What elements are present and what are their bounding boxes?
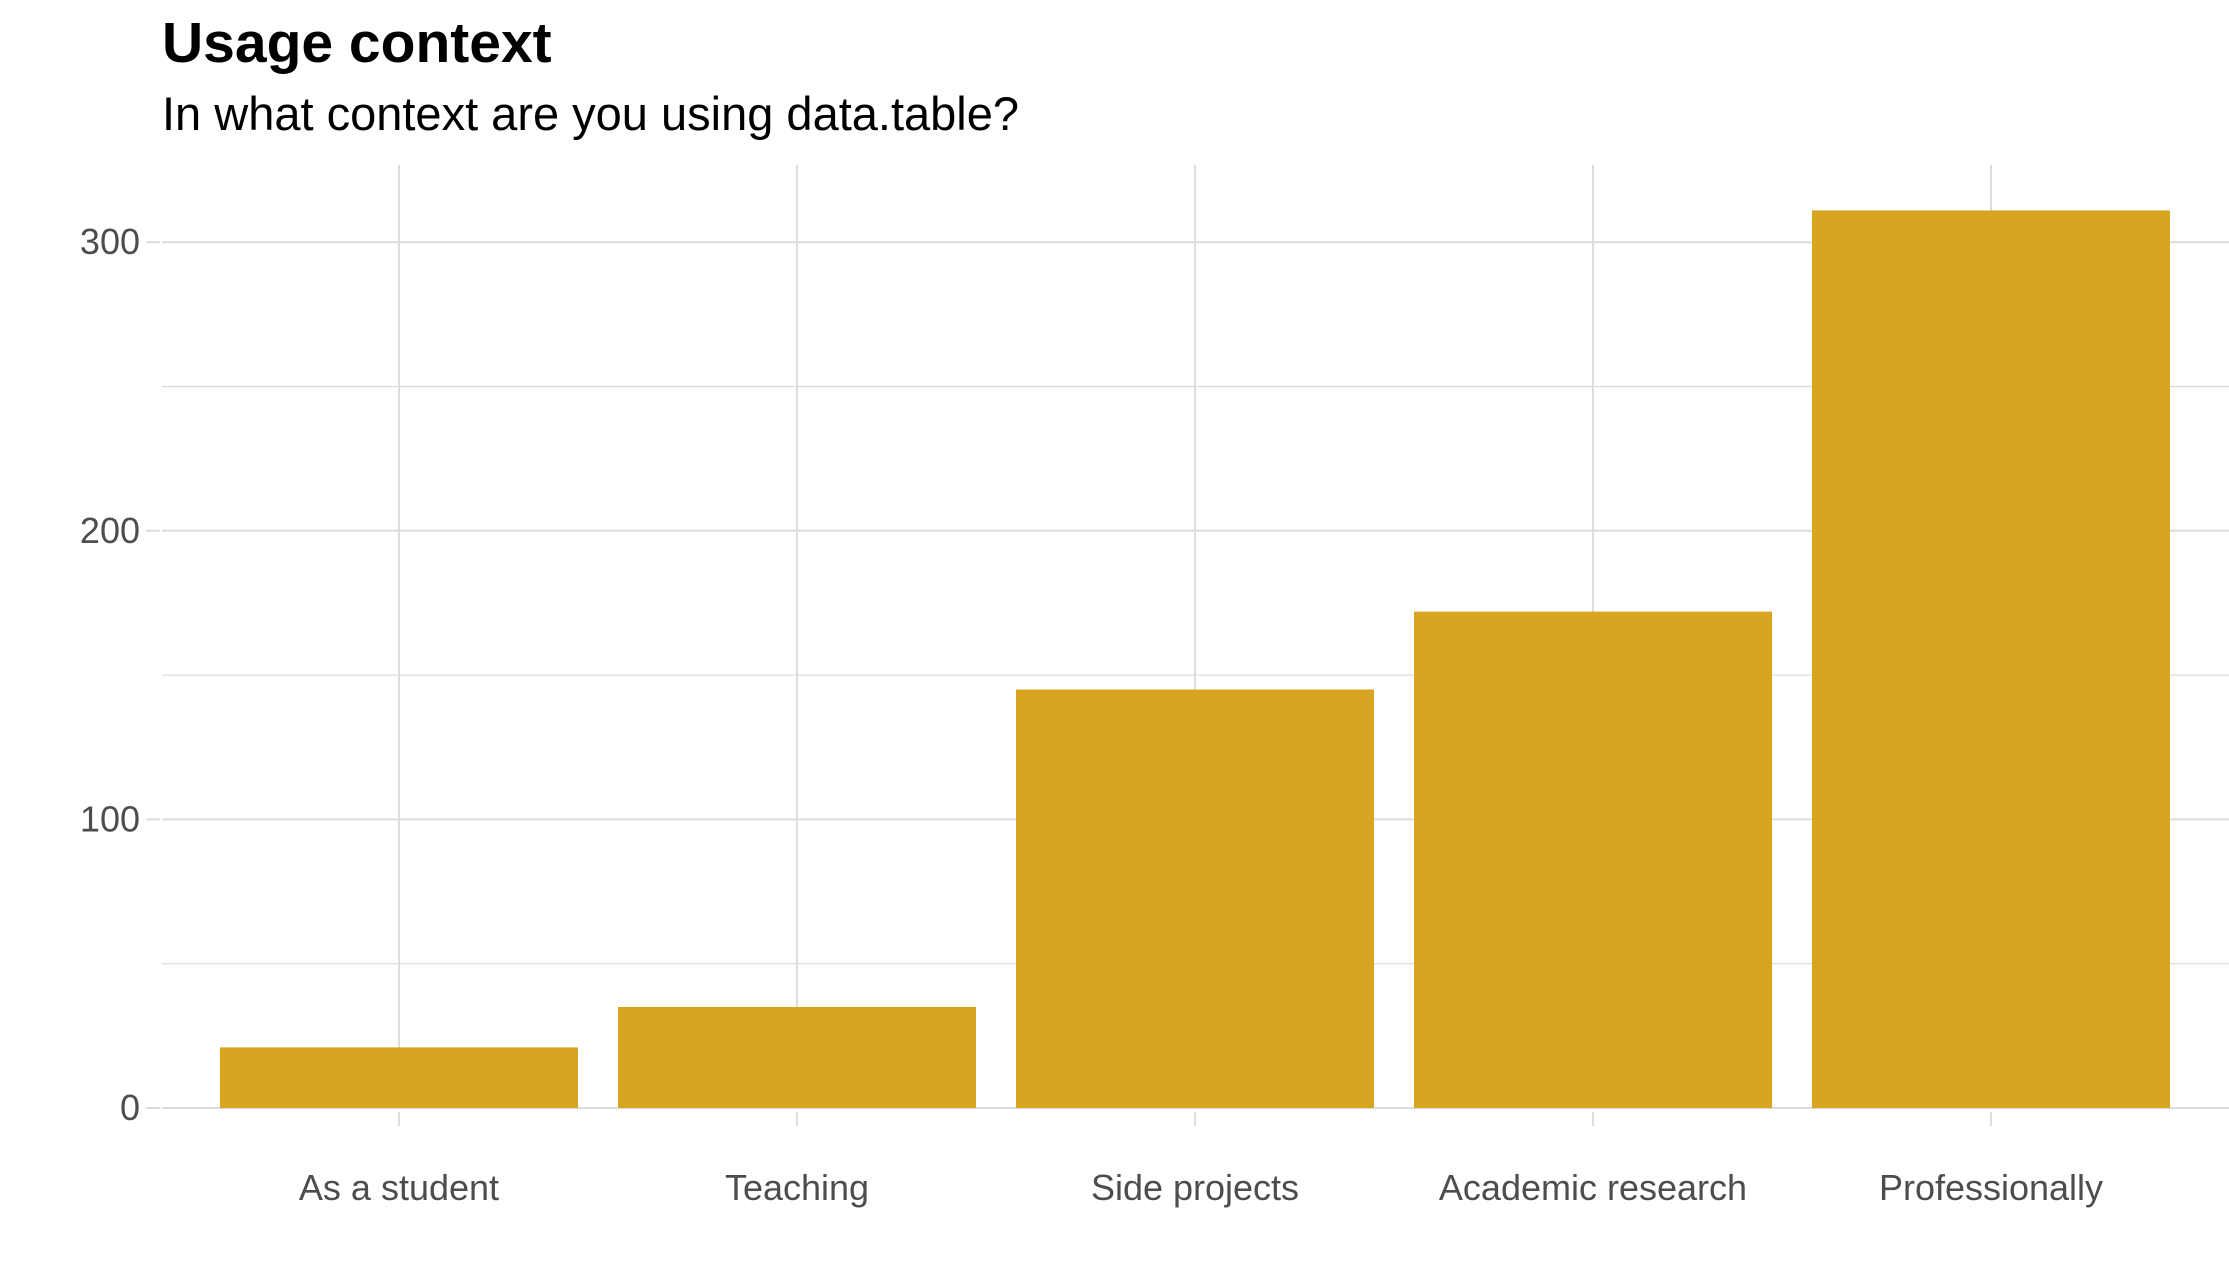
x-tick-label: Side projects: [1091, 1167, 1299, 1208]
axes: 0 100 200 300 As a student Teaching Side proje…: [80, 221, 2103, 1208]
y-tick-label: 100: [80, 798, 140, 839]
x-tick-label: As a student: [299, 1167, 499, 1208]
bar: [618, 1006, 976, 1108]
y-tick-label: 0: [120, 1087, 140, 1128]
bar: [220, 1047, 578, 1108]
bar: [1016, 689, 1374, 1108]
chart-subtitle: In what context are you using data.table…: [162, 87, 1020, 140]
chart-title: Usage context: [162, 11, 552, 75]
x-tick-label: Academic research: [1439, 1167, 1747, 1208]
y-tick-label: 200: [80, 510, 140, 551]
x-tick-label: Teaching: [725, 1167, 869, 1208]
bar: [1812, 210, 2170, 1109]
bar: [1414, 611, 1772, 1108]
y-tick-label: 300: [80, 221, 140, 262]
bars: [220, 210, 2170, 1109]
x-tick-label: Professionally: [1879, 1167, 2103, 1208]
